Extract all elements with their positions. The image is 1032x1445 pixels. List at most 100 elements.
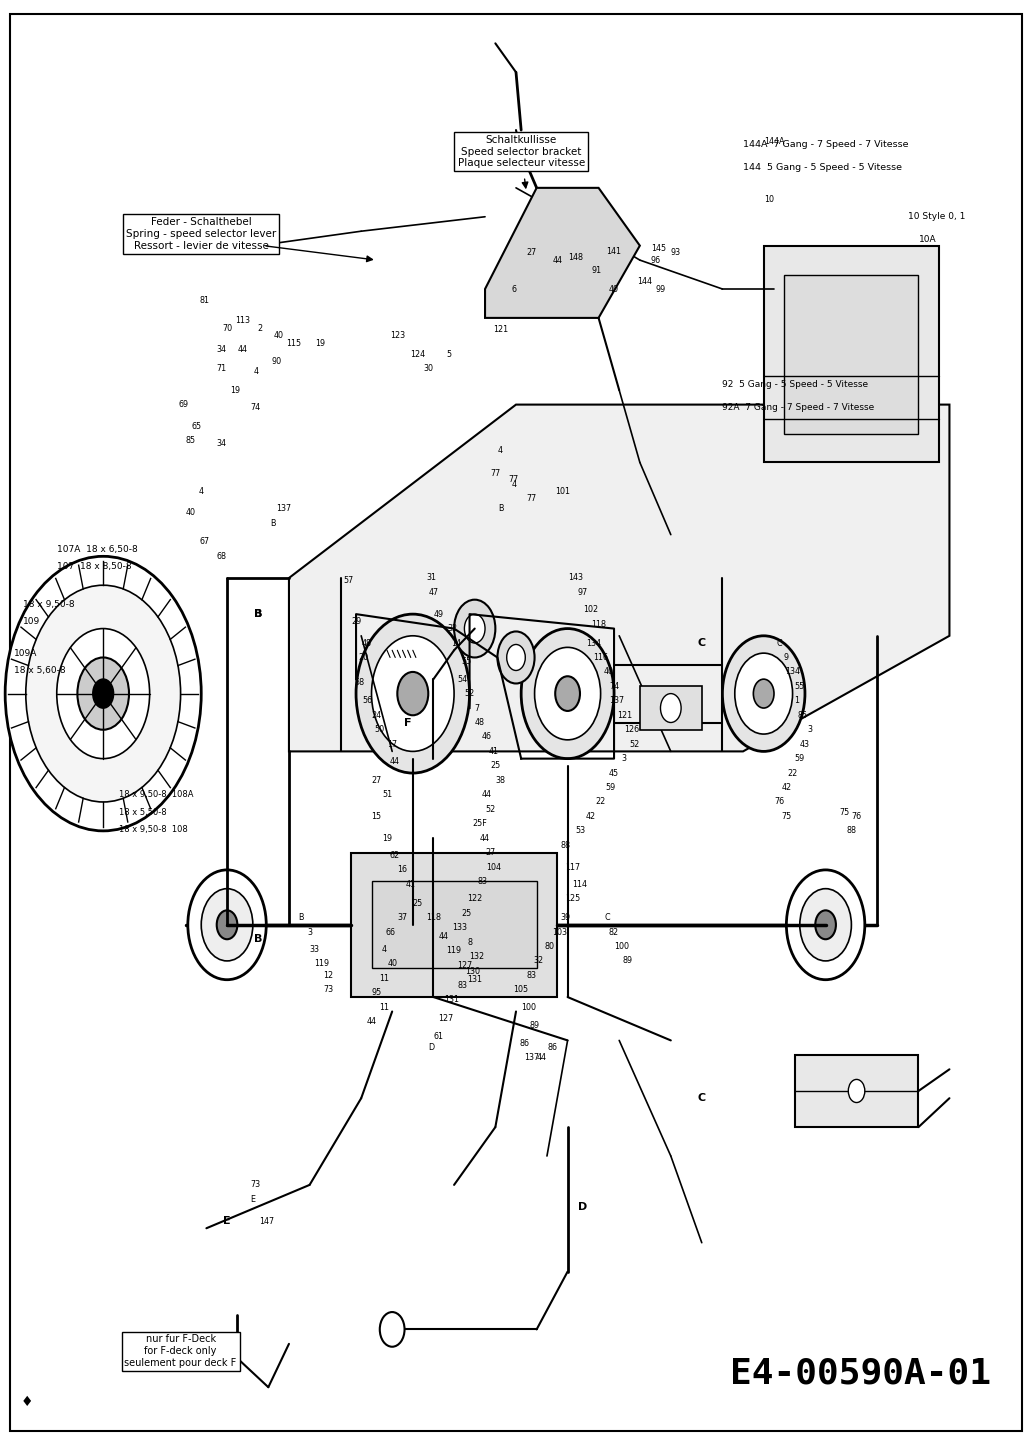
Text: 103: 103 <box>552 928 567 936</box>
Text: 44: 44 <box>552 256 562 264</box>
Text: 99: 99 <box>655 285 666 293</box>
Text: 81: 81 <box>199 296 209 305</box>
Text: 52: 52 <box>630 740 640 749</box>
Text: 115: 115 <box>287 340 301 348</box>
Text: 40: 40 <box>273 331 284 340</box>
Text: 76: 76 <box>774 798 784 806</box>
Text: 145: 145 <box>651 244 666 253</box>
Text: 137: 137 <box>610 696 624 705</box>
Text: 55: 55 <box>795 682 805 691</box>
Text: 3: 3 <box>308 928 312 936</box>
Text: B: B <box>254 935 262 944</box>
Text: 52: 52 <box>485 805 495 814</box>
Text: 119: 119 <box>447 946 461 955</box>
Text: 4: 4 <box>382 945 386 954</box>
Text: nur fur F-Deck
for F-deck only
seulement pour deck F: nur fur F-Deck for F-deck only seulement… <box>125 1335 236 1367</box>
Text: 24: 24 <box>372 711 382 720</box>
Text: 19: 19 <box>382 834 392 842</box>
Text: 77: 77 <box>526 494 537 503</box>
Circle shape <box>356 614 470 773</box>
Text: 122: 122 <box>467 894 482 903</box>
Text: 32: 32 <box>447 624 457 633</box>
Circle shape <box>507 644 525 670</box>
Text: 66: 66 <box>385 928 395 936</box>
Text: 30: 30 <box>423 364 433 373</box>
Text: 130: 130 <box>465 967 480 975</box>
Text: 34: 34 <box>217 345 227 354</box>
Text: 76: 76 <box>851 812 862 821</box>
Text: B: B <box>270 519 277 527</box>
Text: 8: 8 <box>467 938 472 946</box>
Circle shape <box>454 600 495 657</box>
Circle shape <box>372 636 454 751</box>
Text: 121: 121 <box>617 711 632 720</box>
Text: 71: 71 <box>217 364 227 373</box>
Circle shape <box>5 556 201 831</box>
Text: 93: 93 <box>671 249 681 257</box>
Text: 40: 40 <box>604 668 614 676</box>
Text: 22: 22 <box>595 798 606 806</box>
Text: 131: 131 <box>467 975 482 984</box>
Text: 54: 54 <box>457 675 467 683</box>
Circle shape <box>786 870 865 980</box>
Text: 44: 44 <box>480 834 490 842</box>
Text: 34: 34 <box>217 439 227 448</box>
Bar <box>784 275 918 434</box>
Text: 25: 25 <box>413 899 423 907</box>
Text: 15: 15 <box>372 812 382 821</box>
Text: 27: 27 <box>372 776 382 785</box>
Text: 10A: 10A <box>918 236 936 244</box>
Text: 48: 48 <box>475 718 485 727</box>
Text: 77: 77 <box>509 475 519 484</box>
Text: 44: 44 <box>389 757 399 766</box>
Text: C: C <box>698 639 706 647</box>
Circle shape <box>93 679 114 708</box>
Text: 70: 70 <box>222 324 232 332</box>
Circle shape <box>217 910 237 939</box>
Text: 25: 25 <box>461 909 472 918</box>
Text: 118: 118 <box>426 913 441 922</box>
Text: 124: 124 <box>411 350 425 358</box>
Text: C: C <box>698 1094 706 1103</box>
Text: 89: 89 <box>529 1022 540 1030</box>
Text: 127: 127 <box>439 1014 453 1023</box>
Text: 148: 148 <box>569 253 583 262</box>
Text: 32: 32 <box>534 957 544 965</box>
Circle shape <box>660 694 681 722</box>
Text: 86: 86 <box>519 1039 529 1048</box>
Text: 49: 49 <box>433 610 444 618</box>
Circle shape <box>555 676 580 711</box>
Text: 19: 19 <box>315 340 325 348</box>
Text: 68: 68 <box>217 552 227 561</box>
Bar <box>351 853 557 997</box>
Text: 29: 29 <box>351 617 361 626</box>
Text: 37: 37 <box>397 913 408 922</box>
Text: 132: 132 <box>470 952 484 961</box>
Text: 134: 134 <box>785 668 800 676</box>
Text: 107  18 x 8,50-8: 107 18 x 8,50-8 <box>57 562 131 571</box>
Text: B: B <box>254 610 262 618</box>
Text: F: F <box>404 718 412 727</box>
Text: 83: 83 <box>457 981 467 990</box>
Circle shape <box>800 889 851 961</box>
Text: 85: 85 <box>186 436 196 445</box>
Text: 31: 31 <box>426 574 437 582</box>
Text: 134: 134 <box>586 639 601 647</box>
Text: 6: 6 <box>512 285 516 293</box>
Text: 82: 82 <box>609 928 619 936</box>
Text: 65: 65 <box>191 422 201 431</box>
Text: 90: 90 <box>271 357 282 366</box>
Text: D: D <box>579 1202 587 1211</box>
Bar <box>795 1055 918 1127</box>
Text: B: B <box>254 610 262 618</box>
Circle shape <box>77 657 129 730</box>
Text: 73: 73 <box>251 1181 261 1189</box>
Text: 133: 133 <box>452 923 466 932</box>
Polygon shape <box>485 188 640 318</box>
Text: 144: 144 <box>638 277 652 286</box>
Text: 4: 4 <box>254 367 258 376</box>
Text: 109: 109 <box>23 617 40 626</box>
Text: 83: 83 <box>478 877 488 886</box>
Circle shape <box>201 889 253 961</box>
Text: 46: 46 <box>482 733 492 741</box>
